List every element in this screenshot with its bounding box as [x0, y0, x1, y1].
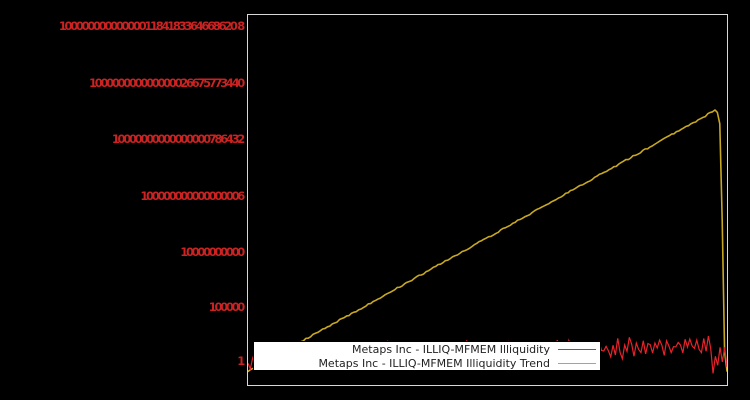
legend-swatch-illiquidity-trend [558, 362, 596, 364]
y-axis-tick-label-5: 10000000000 [180, 245, 245, 259]
legend: Metaps Inc - ILLIQ-MFMEM Illiquidity Met… [253, 341, 601, 371]
legend-item-illiquidity: Metaps Inc - ILLIQ-MFMEM Illiquidity [254, 342, 600, 356]
y-axis-tick-label-2: 100000000000000026675773440 [89, 76, 245, 90]
y-axis-tick-label-1: 1000000000000001184183364668620 8 [58, 19, 245, 33]
plot-area [247, 14, 728, 386]
legend-label-illiquidity-trend: Metaps Inc - ILLIQ-MFMEM Illiquidity Tre… [318, 356, 550, 370]
legend-swatch-illiquidity [558, 348, 596, 350]
y-axis-tick-label-7: 1 [237, 354, 245, 368]
series-canvas [248, 109, 727, 374]
y-axis-tick-label-3: 10000000000000000786432 [111, 132, 245, 146]
legend-label-illiquidity: Metaps Inc - ILLIQ-MFMEM Illiquidity [352, 342, 550, 356]
y-axis-tick-label-6: 100000 [208, 300, 246, 314]
series-line-trend [248, 109, 727, 373]
legend-item-illiquidity-trend: Metaps Inc - ILLIQ-MFMEM Illiquidity Tre… [254, 356, 600, 370]
y-axis-tick-label-4: 100000000000000006 [140, 189, 245, 203]
